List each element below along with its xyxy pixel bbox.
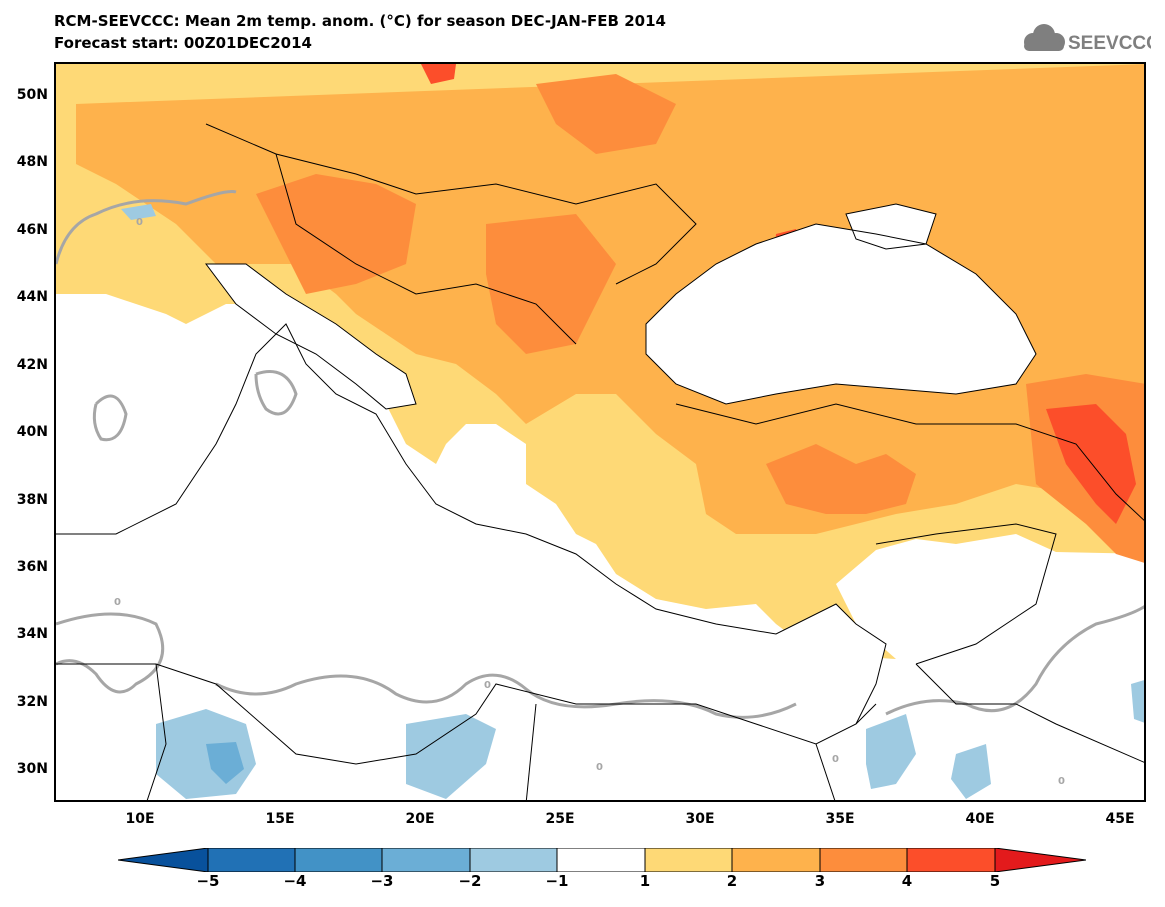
contour-label: 0 (136, 217, 143, 228)
lon-label-15e: 15E (265, 811, 295, 827)
lon-label-20e: 20E (405, 811, 435, 827)
colorbar-segment (644, 848, 733, 872)
coastline-mediterranean (56, 323, 887, 725)
zero-contour-italy (254, 370, 298, 416)
border-egypt (815, 743, 836, 800)
anomaly-map: 0 0 0 0 0 0 (56, 64, 1144, 800)
black-sea (646, 224, 1036, 404)
adriatic-sea (206, 264, 416, 409)
colorbar-segment (731, 848, 821, 872)
lat-label-44n: 44N (16, 289, 48, 305)
contour-label: 0 (1058, 776, 1065, 787)
colorbar-segment (556, 848, 646, 872)
colorbar (118, 848, 1086, 872)
colorbar-label: 1 (639, 872, 651, 890)
lat-label-30n: 30N (16, 761, 48, 777)
lon-label-35e: 35E (825, 811, 855, 827)
colorbar-segment (294, 848, 383, 872)
contour-label: 0 (484, 680, 491, 691)
contour-label: 0 (114, 597, 121, 608)
anomaly-4-5-armenia (1046, 404, 1136, 524)
lat-label-42n: 42N (16, 357, 48, 373)
lon-label-30e: 30E (685, 811, 715, 827)
anomaly-minus-1-2-libya (156, 709, 256, 799)
zero-contour-libya (215, 673, 797, 719)
anomaly-minus-1-2-saudi (951, 744, 991, 799)
colorbar-label: 2 (726, 872, 738, 890)
logo-text: SEEVCCC (1068, 33, 1151, 54)
contour-labels: 0 0 0 0 0 0 (114, 217, 1065, 787)
border-central (275, 153, 577, 345)
colorbar-label: −2 (458, 872, 482, 890)
lat-label-40n: 40N (16, 424, 48, 440)
anomaly-4-5-north (421, 64, 456, 84)
colorbar-label: −4 (283, 872, 307, 890)
zero-contour-sardinia (92, 394, 128, 442)
zero-contours (56, 190, 1144, 719)
border-turkey (675, 403, 1144, 521)
colorbar-label: 5 (989, 872, 1001, 890)
anomaly-field (56, 64, 1144, 800)
border-balkans (205, 123, 697, 285)
colorbar-label: −1 (545, 872, 569, 890)
colorbar-segment (819, 848, 908, 872)
colorbar-segment (118, 848, 209, 872)
anomaly-minus-2-3-libya (206, 742, 244, 784)
coastline-black-sea (645, 223, 1037, 405)
lat-label-48n: 48N (16, 154, 48, 170)
anomaly-minus-1-2-sinai (866, 714, 916, 789)
anomaly-3-4-balkans (486, 214, 616, 354)
anomaly-3-4-turkey (766, 444, 916, 514)
mediterranean-sea (56, 324, 886, 764)
zero-contour-arabia (885, 605, 1144, 716)
colorbar-label: 4 (901, 872, 913, 890)
zero-contour-alps (56, 190, 237, 265)
border-syria (875, 523, 1057, 665)
coastline-north-africa (56, 663, 877, 765)
cloud-icon (1024, 24, 1065, 51)
seevccc-logo: SEEVCCC (1024, 24, 1151, 54)
colorbar-segment (207, 848, 296, 872)
coastlines-and-borders (56, 123, 1144, 800)
anomaly-minus-1-2-iraq (1131, 680, 1144, 723)
lat-label-36n: 36N (16, 559, 48, 575)
azov-sea (846, 204, 936, 249)
map-frame: 0 0 0 0 0 0 (54, 62, 1146, 802)
colorbar-segment (906, 848, 996, 872)
lon-label-45e: 45E (1105, 811, 1135, 827)
border-tunisia-libya (146, 663, 167, 800)
lat-label-46n: 46N (16, 222, 48, 238)
anomaly-minus-1-2-egypt (406, 714, 496, 799)
colorbar-segment (381, 848, 471, 872)
anomaly-minus-1-2-alps (121, 204, 156, 220)
lat-label-38n: 38N (16, 492, 48, 508)
contour-label: 0 (596, 762, 603, 773)
lat-label-50n: 50N (16, 87, 48, 103)
lon-label-25e: 25E (545, 811, 575, 827)
contour-label: 0 (832, 754, 839, 765)
border-libya-egypt (525, 703, 537, 800)
border-arabia (915, 663, 1144, 763)
lon-label-40e: 40E (965, 811, 995, 827)
colorbar-label: −5 (196, 872, 220, 890)
lat-label-32n: 32N (16, 694, 48, 710)
zero-contour-north-africa (56, 612, 165, 694)
colorbar-segment (994, 848, 1086, 872)
anomaly-3-4-ukraine (536, 74, 676, 154)
anomaly-3-4-hungary (256, 174, 416, 294)
colorbar-label: −3 (370, 872, 394, 890)
map-title: RCM-SEEVCCC: Mean 2m temp. anom. (°C) fo… (54, 12, 666, 30)
coastline-italy (205, 263, 417, 410)
lat-label-34n: 34N (16, 626, 48, 642)
map-subtitle: Forecast start: 00Z01DEC2014 (54, 34, 312, 52)
colorbar-segment (469, 848, 558, 872)
colorbar-label: 3 (814, 872, 826, 890)
lon-label-10e: 10E (125, 811, 155, 827)
coastline-azov (845, 203, 937, 250)
